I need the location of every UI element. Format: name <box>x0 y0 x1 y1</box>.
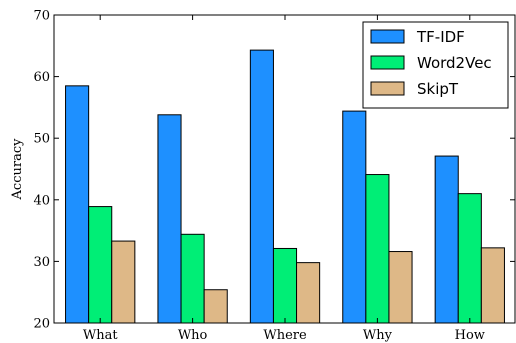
y-axis: 20 30 40 50 60 70 <box>33 9 515 332</box>
legend-label-skipt: SkipT <box>417 80 459 98</box>
x-tick-label-what: What <box>83 328 118 343</box>
legend-swatch-skipt <box>370 81 405 96</box>
legend: TF-IDF Word2Vec SkipT <box>362 21 509 109</box>
bar-skipt-where <box>296 262 321 324</box>
y-tick-label: 50 <box>33 132 50 147</box>
y-tick-label: 60 <box>33 70 50 85</box>
bar-tf-idf-who <box>157 114 182 324</box>
bar-word2vec-how <box>457 193 482 324</box>
y-tick-label: 70 <box>33 9 50 24</box>
x-tick-label-where: Where <box>263 328 307 343</box>
legend-swatch-tf-idf <box>370 29 405 44</box>
y-tick-label: 20 <box>33 317 50 332</box>
x-tick-label-who: Who <box>178 328 208 343</box>
y-axis-label: Accuracy <box>10 138 25 201</box>
bar-skipt-what <box>111 240 136 324</box>
bars-layer <box>65 49 505 324</box>
legend-label-tf-idf: TF-IDF <box>416 28 465 46</box>
y-tick-label: 30 <box>33 255 50 270</box>
bar-tf-idf-why <box>342 110 367 324</box>
x-tick-label-why: Why <box>363 328 393 343</box>
bar-tf-idf-where <box>249 49 274 324</box>
bar-word2vec-what <box>88 206 113 324</box>
bar-word2vec-why <box>365 174 390 324</box>
legend-swatch-word2vec <box>370 55 405 70</box>
x-tick-label-how: How <box>455 328 485 343</box>
bar-skipt-how <box>480 247 505 324</box>
bar-word2vec-where <box>272 247 298 324</box>
bar-tf-idf-how <box>434 155 459 324</box>
bar-skipt-why <box>388 251 413 324</box>
bar-word2vec-who <box>180 233 205 324</box>
y-tick-label: 40 <box>33 193 50 208</box>
legend-label-word2vec: Word2Vec <box>417 54 492 72</box>
bar-tf-idf-what <box>65 85 90 324</box>
bar-skipt-who <box>203 289 228 324</box>
x-axis: What Who Where Why How <box>83 15 485 343</box>
